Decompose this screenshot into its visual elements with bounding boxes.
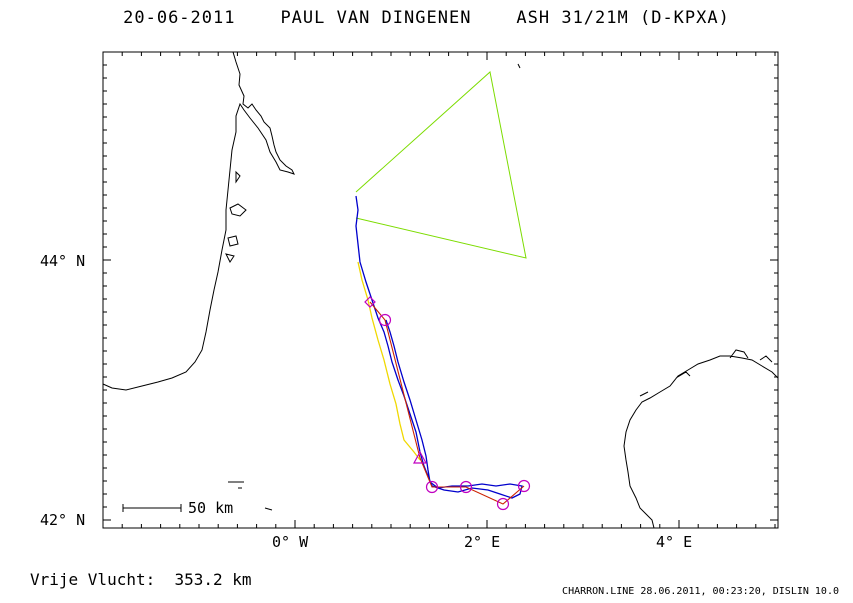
lon-label-0: 0° W [272,533,309,551]
coastline-dashes [228,63,521,511]
distance-value: 353.2 km [174,570,252,589]
turnpoint-2 [425,480,439,494]
coastline-east [623,349,779,529]
free-flight-distance: Vrije Vlucht: 353.2 km [30,570,252,589]
distance-label: Vrije Vlucht: [30,570,156,589]
lat-label-44: 44° N [40,252,86,270]
coastline-island [225,170,247,263]
lon-label-4: 4° E [656,533,693,551]
turnpoint-4 [496,497,510,511]
lat-label-42: 42° N [40,511,86,529]
turnpoint-1 [378,313,392,327]
pilot-name: PAUL VAN DINGENEN [280,8,472,28]
turnpoint-3 [459,480,473,494]
track-segment-yellow [357,261,421,461]
map-frame [102,51,779,529]
scale-bar-label: 50 km [188,499,234,517]
lon-label-2: 2° E [464,533,501,551]
start-marker [364,296,376,308]
turnpoint-5 [517,479,531,493]
software-stamp: CHARRON.LINE 28.06.2011, 00:23:20, DISLI… [562,586,839,597]
task-triangle [355,71,527,259]
scale-bar [122,504,182,512]
optimized-route [369,301,525,505]
track-segment-blue [355,195,523,499]
axis-ticks [103,52,778,528]
glider-type: ASH 31/21M (D-KPXA) [516,8,730,28]
turnpoint-triangle [412,450,428,464]
map-title: 20-06-2011 PAUL VAN DINGENEN ASH 31/21M … [0,8,853,28]
turnpoint-markers [364,296,531,511]
flight-date: 20-06-2011 [123,8,236,28]
coastline-west [102,51,295,391]
